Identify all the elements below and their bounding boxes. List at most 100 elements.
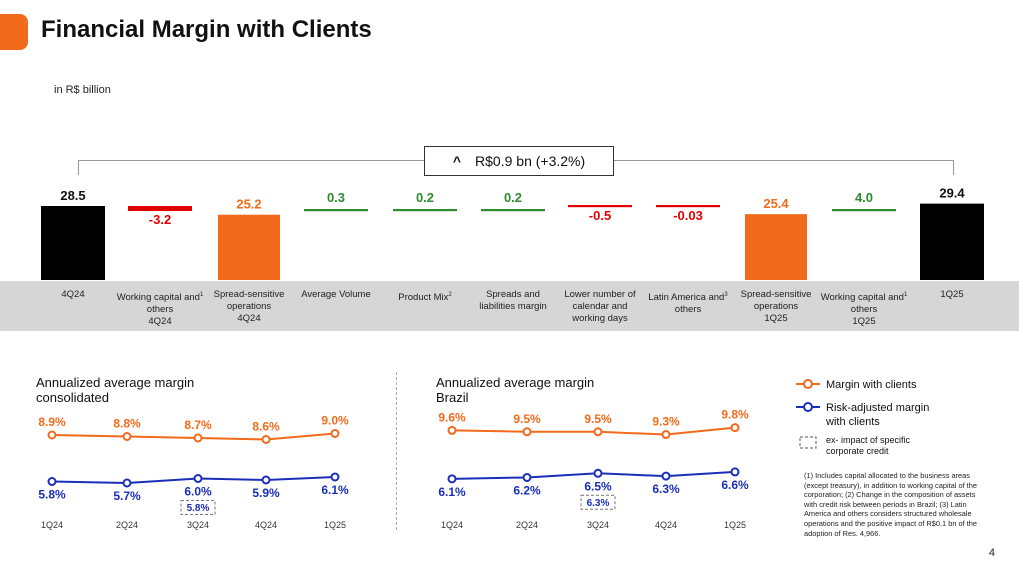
consolidated-point-0-4 bbox=[330, 429, 340, 438]
brazil-line-chart: 9.6% 9.5% 9.5% 9.3% 9.8% 6.1% 6.2% 6.5% 6.3% 6.6%… bbox=[438, 408, 749, 530]
waterfall-value-label-3: 0.3 bbox=[327, 190, 345, 205]
brazil-point-label-1-0: 6.1% bbox=[438, 485, 466, 499]
brazil-point-1-2 bbox=[593, 468, 603, 478]
legend-margin-label: Margin with clients bbox=[826, 379, 917, 391]
legend-ex-label: ex- impact of specific corporate credit bbox=[826, 435, 910, 457]
brazil-point-0-0 bbox=[447, 425, 457, 435]
consolidated-point-label-1-2: 6.0% bbox=[184, 485, 212, 499]
brazil-point-1-4 bbox=[730, 467, 740, 477]
brazil-point-label-1-1: 6.2% bbox=[513, 483, 541, 497]
waterfall-bar-3 bbox=[304, 209, 368, 212]
brazil-x-tick-3: 4Q24 bbox=[655, 520, 677, 530]
waterfall-bar-10 bbox=[920, 203, 984, 280]
legend-ex-line-2: corporate credit bbox=[826, 446, 889, 456]
legend-ex-line-1: ex- impact of specific bbox=[826, 435, 911, 445]
consolidated-title-line-2: consolidated bbox=[36, 390, 109, 405]
waterfall-category-10: 1Q25 bbox=[940, 289, 964, 300]
brazil-point-label-1-2: 6.5% bbox=[584, 479, 612, 493]
consolidated-point-label-0-4: 9.0% bbox=[321, 414, 349, 428]
brazil-point-label-1-3: 6.3% bbox=[652, 482, 680, 496]
waterfall-value-label-9: 4.0 bbox=[855, 190, 873, 205]
page-number: 4 bbox=[988, 547, 995, 559]
brazil-annotation-label: 6.3% bbox=[587, 498, 610, 509]
accent-bar bbox=[0, 14, 28, 50]
consolidated-point-label-0-1: 8.8% bbox=[113, 417, 141, 431]
brazil-x-tick-4: 1Q25 bbox=[724, 520, 746, 530]
legend-risk-label: Risk-adjusted margin with clients bbox=[826, 401, 929, 429]
waterfall-value-label-10: 29.4 bbox=[939, 186, 965, 201]
footnote: (1) Includes capital allocated to the bu… bbox=[804, 471, 977, 538]
brazil-point-label-0-2: 9.5% bbox=[584, 412, 612, 426]
waterfall-value-label-2: 25.2 bbox=[236, 197, 261, 212]
consolidated-series-line-0 bbox=[51, 432, 336, 441]
consolidated-point-0-1 bbox=[122, 432, 132, 441]
consolidated-point-label-0-0: 8.9% bbox=[38, 415, 66, 429]
consolidated-point-1-4 bbox=[330, 472, 340, 482]
waterfall-bar-9 bbox=[832, 209, 896, 212]
waterfall-chart: 28.5 -3.2 25.2 0.3 0.2 0.2 -0.5 -0.03 25.4 4.0 29.… bbox=[41, 186, 984, 280]
consolidated-line-chart: 8.9% 8.8% 8.7% 8.6% 9.0% 5.8% 5.7% 6.0% 5.9% 6.1%… bbox=[38, 414, 349, 531]
waterfall-value-label-0: 28.5 bbox=[60, 188, 85, 203]
consolidated-point-1-1 bbox=[122, 478, 132, 488]
waterfall-category-8: Spread-sensitive operations 1Q25 bbox=[740, 289, 812, 324]
brazil-title-line-1: Annualized average margin bbox=[436, 375, 595, 390]
brazil-point-0-3 bbox=[661, 430, 671, 440]
consolidated-point-0-3 bbox=[261, 435, 271, 444]
variation-callout: ^ R$0.9 bn (+3.2%) bbox=[424, 146, 614, 176]
consolidated-annotation-box bbox=[180, 500, 216, 515]
category-axis-band bbox=[0, 281, 1019, 331]
waterfall-value-label-1: -3.2 bbox=[149, 212, 171, 227]
waterfall-bar-4 bbox=[393, 209, 457, 212]
waterfall-value-label-7: -0.03 bbox=[673, 208, 703, 223]
waterfall-category-9: Working capital and1 others 1Q25 bbox=[820, 292, 908, 328]
consolidated-annotation-label: 5.8% bbox=[187, 503, 210, 514]
consolidated-series-line-1 bbox=[51, 476, 336, 485]
consolidated-chart-title: Annualized average margin consolidated bbox=[36, 375, 194, 405]
legend-ex-impact: ex- impact of specific corporate credit bbox=[796, 435, 910, 457]
waterfall-category-3: Average Volume bbox=[301, 289, 371, 300]
legend-dashed-box-icon bbox=[799, 436, 817, 449]
brazil-point-label-0-1: 9.5% bbox=[513, 412, 541, 426]
brazil-point-label-0-3: 9.3% bbox=[652, 415, 680, 429]
page-title: Financial Margin with Clients bbox=[41, 16, 372, 43]
consolidated-x-tick-1: 2Q24 bbox=[116, 520, 138, 530]
brazil-point-label-0-0: 9.6% bbox=[438, 410, 466, 424]
waterfall-value-label-5: 0.2 bbox=[504, 190, 522, 205]
consolidated-point-0-2 bbox=[193, 433, 203, 443]
brazil-point-label-0-4: 9.8% bbox=[721, 408, 749, 422]
brazil-point-1-3 bbox=[661, 471, 671, 481]
consolidated-point-label-1-0: 5.8% bbox=[38, 488, 66, 502]
legend-risk-line-2: with clients bbox=[826, 416, 880, 428]
waterfall-category-5: Spreads and liabilities margin bbox=[479, 289, 547, 312]
consolidated-point-1-2 bbox=[193, 474, 203, 483]
consolidated-point-label-0-2: 8.7% bbox=[184, 418, 212, 432]
chevron-up-icon: ^ bbox=[452, 153, 462, 169]
waterfall-bar-8 bbox=[745, 214, 807, 280]
waterfall-value-label-8: 25.4 bbox=[763, 196, 789, 211]
waterfall-bar-6 bbox=[568, 205, 632, 208]
legend-blue-line-icon bbox=[796, 402, 820, 412]
consolidated-x-tick-0: 1Q24 bbox=[41, 520, 63, 530]
consolidated-point-label-1-3: 5.9% bbox=[252, 486, 280, 500]
consolidated-x-tick-4: 1Q25 bbox=[324, 520, 346, 530]
brazil-point-label-1-4: 6.6% bbox=[721, 478, 749, 492]
brazil-chart-title: Annualized average margin Brazil bbox=[436, 375, 594, 405]
brazil-title-line-2: Brazil bbox=[436, 390, 469, 405]
waterfall-bar-2 bbox=[218, 214, 280, 280]
waterfall-bar-7 bbox=[656, 205, 720, 208]
brazil-point-0-2 bbox=[593, 427, 603, 437]
waterfall-category-2: Spread-sensitive operations 4Q24 bbox=[213, 289, 285, 324]
legend-margin: Margin with clients bbox=[796, 378, 916, 392]
waterfall-category-4: Product Mix2 bbox=[398, 292, 452, 304]
waterfall-category-6: Lower number of calendar and working days bbox=[564, 289, 636, 324]
legend-orange-line-icon bbox=[796, 379, 820, 389]
waterfall-value-label-4: 0.2 bbox=[416, 190, 434, 205]
waterfall-category-1: Working capital and1 others 4Q24 bbox=[116, 292, 204, 328]
consolidated-point-1-0 bbox=[47, 477, 57, 486]
consolidated-point-label-1-1: 5.7% bbox=[113, 489, 141, 503]
brazil-series-line-1 bbox=[451, 470, 736, 480]
brazil-series-line-0 bbox=[451, 426, 736, 436]
consolidated-point-label-1-4: 6.1% bbox=[321, 483, 349, 497]
variation-callout-text: R$0.9 bn (+3.2%) bbox=[475, 153, 586, 169]
panel-divider bbox=[396, 372, 397, 530]
